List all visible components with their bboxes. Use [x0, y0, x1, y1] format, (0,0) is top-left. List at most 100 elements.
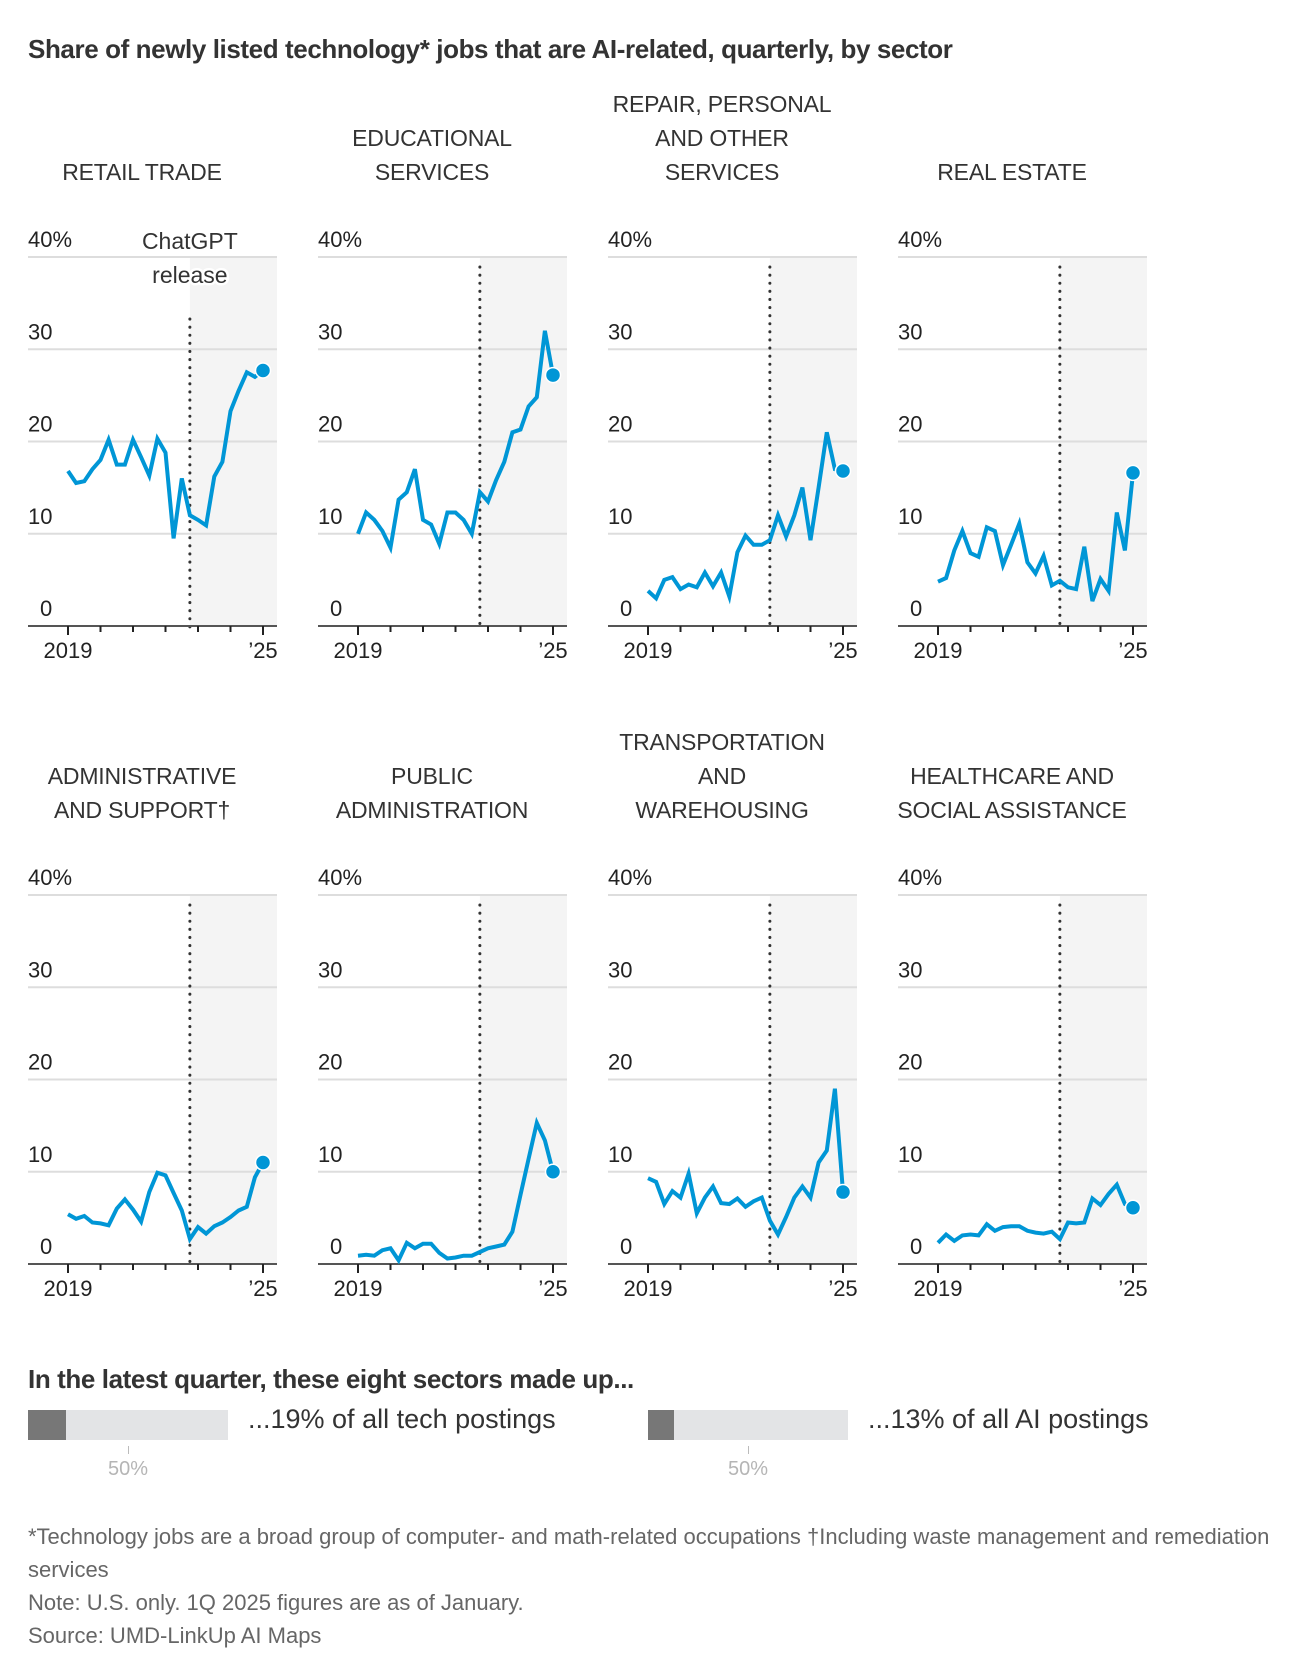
- line-chart-svg: 0 10 20 30 40% 2019 ’25: [28, 865, 278, 1301]
- x-tick-label-2025: ’25: [828, 1276, 857, 1301]
- latest-value-dot: [1124, 464, 1142, 482]
- x-tick-label-2019: 2019: [334, 1276, 383, 1301]
- y-tick-label: 0: [330, 1234, 342, 1259]
- y-tick-label: 40%: [898, 865, 942, 890]
- panel-title-line: SERVICES: [664, 159, 780, 185]
- y-tick-label: 0: [910, 1234, 922, 1259]
- y-tick-label: 0: [40, 596, 52, 621]
- y-tick-label: 20: [28, 1050, 52, 1075]
- y-tick-label: 40%: [28, 865, 72, 890]
- x-tick-label-2019: 2019: [44, 638, 93, 663]
- footnote-note: Note: U.S. only. 1Q 2025 figures are as …: [28, 1590, 524, 1615]
- panel-public-administration: PUBLIC ADMINISTRATION 0 10 20 30 40% 2019 ’25: [302, 732, 592, 1301]
- summary-title: In the latest quarter, these eight secto…: [28, 1364, 634, 1394]
- panel-title-line: AND SUPPORT†: [53, 797, 231, 823]
- y-tick-label: 20: [608, 1050, 632, 1075]
- y-tick-label: 20: [318, 1050, 342, 1075]
- y-tick-label: 30: [28, 319, 52, 344]
- data-line: [356, 330, 555, 555]
- ai-postings-bar: 50%: [648, 1410, 848, 1480]
- bar-fill: [28, 1410, 66, 1440]
- panel-title-line: SERVICES: [374, 159, 490, 185]
- data-line: [647, 1088, 845, 1239]
- y-tick-label: 10: [318, 1142, 342, 1167]
- line-chart-svg: 0 10 20 30 40% ChatGPT release 2019 ’25: [28, 226, 278, 663]
- y-tick-label: 40%: [318, 227, 362, 252]
- y-tick-label: 0: [330, 596, 342, 621]
- data-line: [66, 368, 265, 539]
- line-chart-svg: 0 10 20 30 40% 2019 ’25: [318, 227, 568, 663]
- y-tick-label: 10: [28, 504, 52, 529]
- y-tick-label: 20: [28, 412, 52, 437]
- y-tick-label: 10: [318, 504, 342, 529]
- chatgpt-annotation-line1: ChatGPT: [142, 228, 238, 254]
- panel-title-line: REAL ESTATE: [937, 159, 1087, 185]
- y-tick-label: 30: [318, 957, 342, 982]
- panel-repair-personal-other: REPAIR, PERSONAL AND OTHER SERVICES 0 10 20 30…: [592, 91, 882, 663]
- panel-title-line: TRANSPORTATION: [619, 729, 825, 755]
- footnote-source: Source: UMD-LinkUp AI Maps: [28, 1623, 322, 1648]
- x-tick-label-2019: 2019: [914, 638, 963, 663]
- latest-value-dot: [544, 366, 562, 384]
- x-tick-label-2019: 2019: [914, 1276, 963, 1301]
- bar-tick-label: 50%: [727, 1458, 769, 1480]
- panel-title-line: ADMINISTRATIVE: [47, 763, 237, 789]
- data-line: [646, 431, 844, 605]
- y-tick-label: 40%: [608, 227, 652, 252]
- panel-title-line: AND OTHER: [655, 125, 789, 151]
- data-line: [357, 1116, 555, 1265]
- y-tick-label: 40%: [318, 865, 362, 890]
- latest-value-dot: [254, 1154, 272, 1171]
- x-tick-label-2019: 2019: [624, 1276, 673, 1301]
- panel-healthcare-social: HEALTHCARE AND SOCIAL ASSISTANCE 0 10 20 30 40…: [882, 732, 1172, 1301]
- line-chart-svg: 0 10 20 30 40% 2019 ’25: [898, 227, 1148, 663]
- y-tick-label: 40%: [898, 227, 942, 252]
- y-tick-label: 40%: [608, 865, 652, 890]
- y-tick-label: 10: [898, 504, 922, 529]
- panel-title-line: HEALTHCARE AND: [910, 763, 1114, 789]
- y-tick-label: 10: [898, 1142, 922, 1167]
- panel-title-line: REPAIR, PERSONAL: [612, 91, 832, 117]
- y-tick-label: 0: [40, 1234, 52, 1259]
- panel-administrative-support: ADMINISTRATIVE AND SUPPORT† 0 10 20 30 40% 2019…: [12, 732, 302, 1301]
- latest-value-dot: [834, 1183, 852, 1201]
- x-tick-label-2025: ’25: [248, 638, 277, 663]
- y-tick-label: 0: [620, 1234, 632, 1259]
- data-line: [67, 1161, 265, 1244]
- panel-title-line: EDUCATIONAL: [352, 125, 512, 151]
- y-tick-label: 20: [898, 1050, 922, 1075]
- panel-title-line: WAREHOUSING: [635, 797, 809, 823]
- bar-tick-label: 50%: [107, 1458, 149, 1480]
- y-tick-label: 10: [608, 1142, 632, 1167]
- line-chart-svg: 0 10 20 30 40% 2019 ’25: [318, 865, 568, 1301]
- bar-tick-50: [748, 1446, 749, 1454]
- panel-real-estate: REAL ESTATE 0 10 20 30 40% 2019 ’25: [882, 94, 1172, 663]
- x-tick-label-2025: ’25: [538, 638, 567, 663]
- data-line: [937, 472, 1135, 602]
- panel-title-line: RETAIL TRADE: [62, 159, 222, 185]
- panel-title-line: PUBLIC: [391, 763, 473, 789]
- y-tick-label: 10: [28, 1142, 52, 1167]
- bar-track: [648, 1410, 848, 1440]
- y-tick-label: 20: [898, 412, 922, 437]
- panel-retail-trade: RETAIL TRADE 0 10 20 30 40% ChatGPT release 2019…: [12, 94, 302, 663]
- panel-educational-services: EDUCATIONAL SERVICES 0 10 20 30 40% 2019 ’25: [302, 94, 592, 663]
- y-tick-label: 20: [608, 412, 632, 437]
- y-tick-label: 30: [318, 319, 342, 344]
- y-tick-label: 20: [318, 412, 342, 437]
- y-tick-label: 30: [898, 319, 922, 344]
- bar-fill: [648, 1410, 674, 1440]
- bar-tick-50: [128, 1446, 129, 1454]
- y-tick-label: 40%: [28, 227, 72, 252]
- panel-title-line: SOCIAL ASSISTANCE: [897, 797, 1127, 823]
- x-tick-label-2019: 2019: [624, 638, 673, 663]
- y-tick-label: 10: [608, 504, 632, 529]
- y-tick-label: 30: [28, 957, 52, 982]
- line-chart-svg: 0 10 20 30 40% 2019 ’25: [898, 865, 1148, 1301]
- footnote-definitions: *Technology jobs are a broad group of co…: [28, 1524, 1270, 1582]
- tech-postings-bar: 50%: [28, 1410, 228, 1480]
- x-tick-label-2025: ’25: [1118, 638, 1147, 663]
- data-line: [936, 1181, 1134, 1245]
- x-tick-label-2025: ’25: [248, 1276, 277, 1301]
- y-tick-label: 30: [898, 957, 922, 982]
